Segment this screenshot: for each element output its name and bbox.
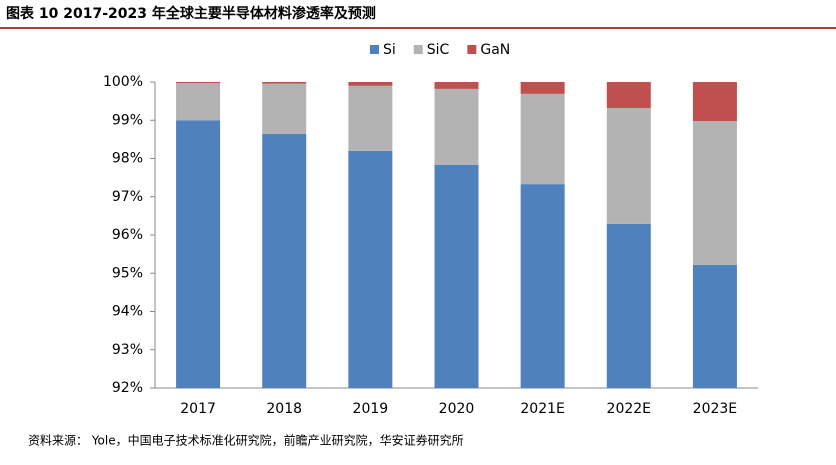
y-tick-label: 97%	[112, 189, 143, 205]
bar-segment	[434, 165, 479, 388]
legend-label: GaN	[480, 42, 510, 58]
bar-segment	[434, 82, 479, 89]
legend-swatch	[413, 45, 423, 54]
legend-swatch	[467, 45, 477, 54]
source-note: 资料来源： Yole，中国电子技术标准化研究院，前瞻产业研究院，华安证券研究所	[28, 433, 464, 448]
bar-segment	[176, 83, 221, 121]
bar-segment	[348, 82, 393, 86]
bar-segment	[692, 121, 737, 265]
bar-segment	[606, 82, 651, 109]
bar-segment	[606, 108, 651, 224]
x-tick-label: 2018	[266, 401, 302, 417]
bar-segment	[692, 82, 737, 122]
bar-segment	[520, 184, 565, 388]
bar-segment	[262, 82, 307, 84]
legend-swatch	[370, 45, 379, 54]
y-tick-label: 92%	[112, 380, 143, 396]
x-tick-label: 2017	[180, 401, 216, 417]
bar-segment	[434, 88, 479, 166]
y-tick-label: 99%	[112, 112, 143, 128]
y-tick-label: 94%	[112, 304, 143, 320]
bar-segment	[262, 134, 307, 388]
legend-label: Si	[383, 42, 396, 58]
bar-segment	[262, 83, 307, 135]
x-tick-label: 2020	[439, 401, 475, 417]
chart-title: 图表 10 2017-2023 年全球主要半导体材料渗透率及预测	[6, 5, 376, 22]
y-tick-label: 96%	[112, 227, 143, 243]
y-tick-label: 93%	[112, 342, 143, 358]
bar-segment	[176, 120, 221, 388]
y-tick-label: 98%	[112, 151, 143, 167]
bar-segment	[606, 223, 651, 388]
x-tick-label: 2023E	[693, 401, 737, 417]
legend-label: SiC	[427, 42, 450, 58]
bar-segment	[520, 93, 565, 185]
x-tick-label: 2021E	[520, 401, 564, 417]
x-tick-label: 2019	[353, 401, 389, 417]
x-tick-label: 2022E	[607, 401, 651, 417]
bar-segment	[348, 150, 393, 388]
bar-segment	[520, 82, 565, 94]
y-tick-label: 95%	[112, 265, 143, 281]
bar-segment	[176, 82, 221, 84]
y-tick-label: 100%	[103, 74, 143, 90]
bar-segment	[692, 264, 737, 388]
bar-segment	[348, 85, 393, 151]
